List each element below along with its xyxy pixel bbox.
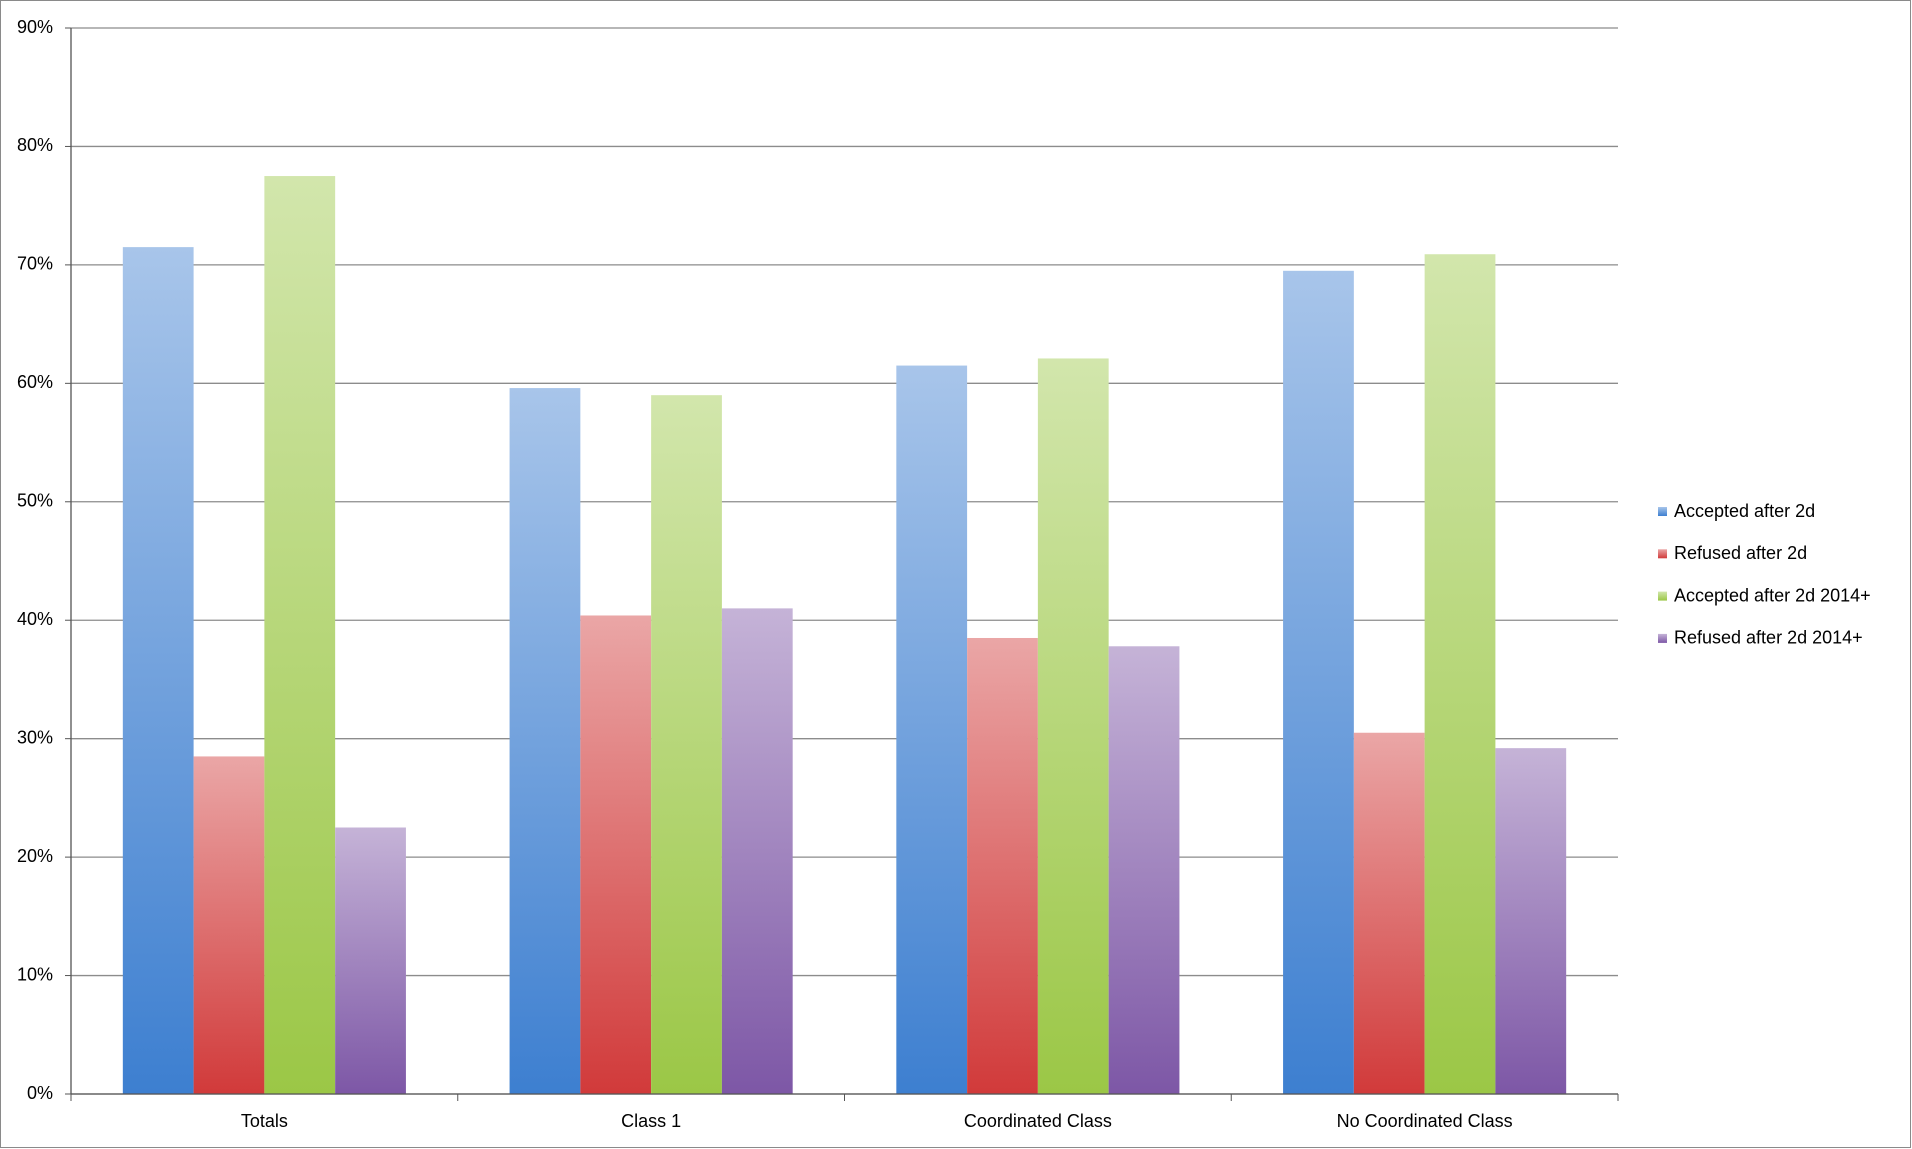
legend-label: Refused after 2d: [1674, 543, 1807, 563]
y-tick-label: 90%: [17, 17, 53, 37]
bar: [1495, 748, 1567, 1094]
bar: [122, 247, 194, 1095]
bar: [1353, 732, 1425, 1094]
x-tick-label: Totals: [241, 1111, 288, 1131]
x-tick-label: No Coordinated Class: [1337, 1111, 1513, 1131]
x-tick-label: Class 1: [621, 1111, 681, 1131]
y-tick-label: 10%: [17, 964, 53, 984]
bar: [1108, 646, 1180, 1094]
bar: [721, 608, 793, 1094]
bar: [896, 365, 968, 1095]
bar: [509, 388, 581, 1094]
legend-label: Accepted after 2d 2014+: [1674, 585, 1871, 605]
y-tick-label: 0%: [27, 1083, 53, 1103]
legend-swatch: [1658, 549, 1667, 559]
legend-swatch: [1658, 507, 1667, 516]
y-tick-label: 40%: [17, 609, 53, 629]
legend-label: Refused after 2d 2014+: [1674, 628, 1863, 648]
bar: [1283, 270, 1354, 1094]
legend-swatch: [1658, 633, 1667, 643]
y-tick-label: 50%: [17, 491, 53, 511]
x-tick-label: Coordinated Class: [964, 1111, 1112, 1131]
y-tick-label: 20%: [17, 846, 53, 866]
bar: [1424, 254, 1496, 1094]
bar: [580, 615, 652, 1094]
bar: [193, 756, 265, 1094]
y-tick-label: 30%: [17, 727, 53, 747]
y-tick-label: 60%: [17, 372, 53, 392]
bar: [651, 395, 722, 1095]
y-tick-label: 70%: [17, 254, 53, 274]
legend-label: Accepted after 2d: [1674, 501, 1815, 521]
bar: [335, 827, 406, 1094]
bar: [1037, 358, 1109, 1095]
bar: [967, 637, 1038, 1094]
bar: [264, 176, 336, 1095]
y-tick-label: 80%: [17, 135, 53, 155]
legend-swatch: [1658, 591, 1667, 601]
